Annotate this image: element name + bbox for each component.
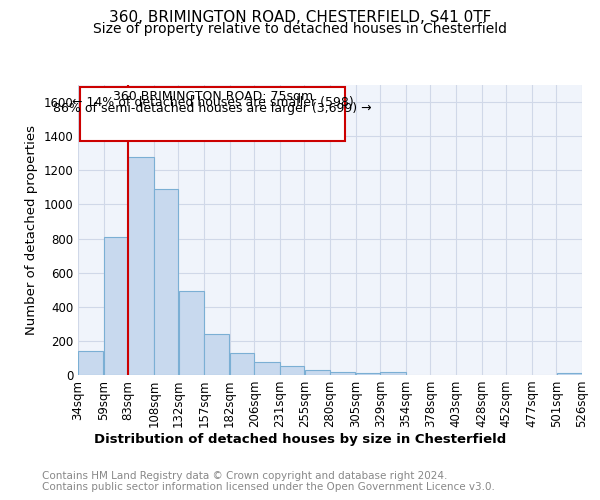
Text: 360 BRIMINGTON ROAD: 75sqm: 360 BRIMINGTON ROAD: 75sqm — [113, 90, 313, 103]
Text: Size of property relative to detached houses in Chesterfield: Size of property relative to detached ho… — [93, 22, 507, 36]
Bar — [80, 86, 346, 142]
Bar — [128, 156, 154, 375]
Bar — [230, 353, 254, 375]
Bar — [356, 374, 380, 375]
Text: ← 14% of detached houses are smaller (598): ← 14% of detached houses are smaller (59… — [72, 96, 353, 109]
Bar — [204, 334, 229, 375]
Text: Contains public sector information licensed under the Open Government Licence v3: Contains public sector information licen… — [42, 482, 495, 492]
Bar — [154, 189, 178, 375]
Bar — [104, 237, 128, 375]
Bar — [280, 366, 304, 375]
Bar — [330, 372, 355, 375]
Bar — [380, 372, 406, 375]
Bar — [254, 362, 280, 375]
Bar — [78, 351, 103, 375]
Bar — [305, 370, 330, 375]
Y-axis label: Number of detached properties: Number of detached properties — [25, 125, 38, 335]
Text: Distribution of detached houses by size in Chesterfield: Distribution of detached houses by size … — [94, 432, 506, 446]
Bar — [179, 292, 204, 375]
Bar — [557, 374, 582, 375]
Text: 360, BRIMINGTON ROAD, CHESTERFIELD, S41 0TF: 360, BRIMINGTON ROAD, CHESTERFIELD, S41 … — [109, 10, 491, 25]
Text: Contains HM Land Registry data © Crown copyright and database right 2024.: Contains HM Land Registry data © Crown c… — [42, 471, 448, 481]
Text: 86% of semi-detached houses are larger (3,699) →: 86% of semi-detached houses are larger (… — [53, 102, 372, 115]
